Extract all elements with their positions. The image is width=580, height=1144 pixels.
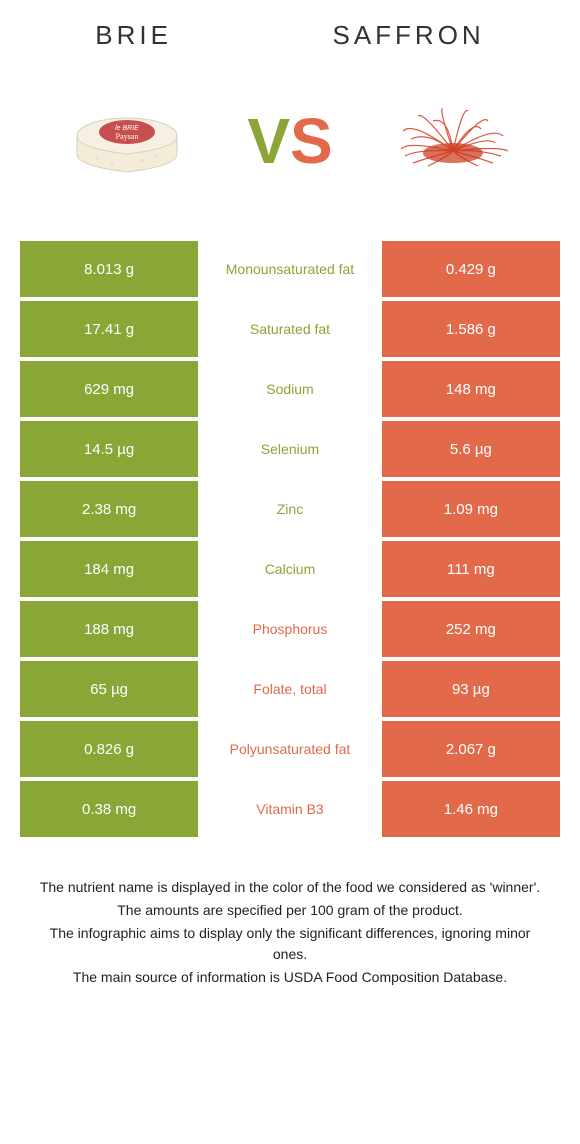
vs-label: VS: [247, 104, 332, 178]
left-value: 14.5 µg: [20, 421, 198, 477]
left-value: 65 µg: [20, 661, 198, 717]
table-row: 8.013 gMonounsaturated fat0.429 g: [20, 241, 560, 297]
nutrient-label: Phosphorus: [198, 601, 382, 657]
nutrient-label: Saturated fat: [198, 301, 382, 357]
right-value: 93 µg: [382, 661, 560, 717]
right-value: 111 mg: [382, 541, 560, 597]
right-food-title: Saffron: [332, 20, 484, 51]
footer-line: The nutrient name is displayed in the co…: [35, 877, 545, 898]
left-value: 0.38 mg: [20, 781, 198, 837]
left-value: 184 mg: [20, 541, 198, 597]
table-row: 629 mgSodium148 mg: [20, 361, 560, 417]
nutrient-label: Selenium: [198, 421, 382, 477]
right-value: 252 mg: [382, 601, 560, 657]
left-value: 8.013 g: [20, 241, 198, 297]
header: Brie Saffron: [15, 20, 565, 51]
right-value: 0.429 g: [382, 241, 560, 297]
nutrient-label: Folate, total: [198, 661, 382, 717]
footer-line: The main source of information is USDA F…: [35, 967, 545, 988]
right-value: 1.46 mg: [382, 781, 560, 837]
saffron-image: [388, 91, 518, 191]
footer-notes: The nutrient name is displayed in the co…: [15, 877, 565, 988]
left-value: 188 mg: [20, 601, 198, 657]
table-row: 0.826 gPolyunsaturated fat2.067 g: [20, 721, 560, 777]
left-value: 2.38 mg: [20, 481, 198, 537]
right-value: 5.6 µg: [382, 421, 560, 477]
svg-text:le BRIE: le BRIE: [116, 125, 140, 132]
nutrient-label: Calcium: [198, 541, 382, 597]
right-value: 2.067 g: [382, 721, 560, 777]
vs-s: S: [290, 105, 333, 177]
footer-line: The amounts are specified per 100 gram o…: [35, 900, 545, 921]
table-row: 14.5 µgSelenium5.6 µg: [20, 421, 560, 477]
nutrient-label: Monounsaturated fat: [198, 241, 382, 297]
vs-row: le BRIE Paysan VS: [15, 91, 565, 191]
left-value: 0.826 g: [20, 721, 198, 777]
left-value: 17.41 g: [20, 301, 198, 357]
nutrient-label: Polyunsaturated fat: [198, 721, 382, 777]
right-value: 1.09 mg: [382, 481, 560, 537]
left-food-title: Brie: [95, 20, 172, 51]
vs-v: V: [247, 105, 290, 177]
nutrient-label: Sodium: [198, 361, 382, 417]
right-value: 1.586 g: [382, 301, 560, 357]
right-value: 148 mg: [382, 361, 560, 417]
nutrient-table: 8.013 gMonounsaturated fat0.429 g17.41 g…: [15, 241, 565, 837]
brie-image: le BRIE Paysan: [62, 91, 192, 191]
left-value: 629 mg: [20, 361, 198, 417]
table-row: 188 mgPhosphorus252 mg: [20, 601, 560, 657]
table-row: 2.38 mgZinc1.09 mg: [20, 481, 560, 537]
table-row: 65 µgFolate, total93 µg: [20, 661, 560, 717]
footer-line: The infographic aims to display only the…: [35, 923, 545, 965]
table-row: 17.41 gSaturated fat1.586 g: [20, 301, 560, 357]
table-row: 184 mgCalcium111 mg: [20, 541, 560, 597]
table-row: 0.38 mgVitamin B31.46 mg: [20, 781, 560, 837]
nutrient-label: Vitamin B3: [198, 781, 382, 837]
nutrient-label: Zinc: [198, 481, 382, 537]
svg-text:Paysan: Paysan: [116, 132, 139, 141]
